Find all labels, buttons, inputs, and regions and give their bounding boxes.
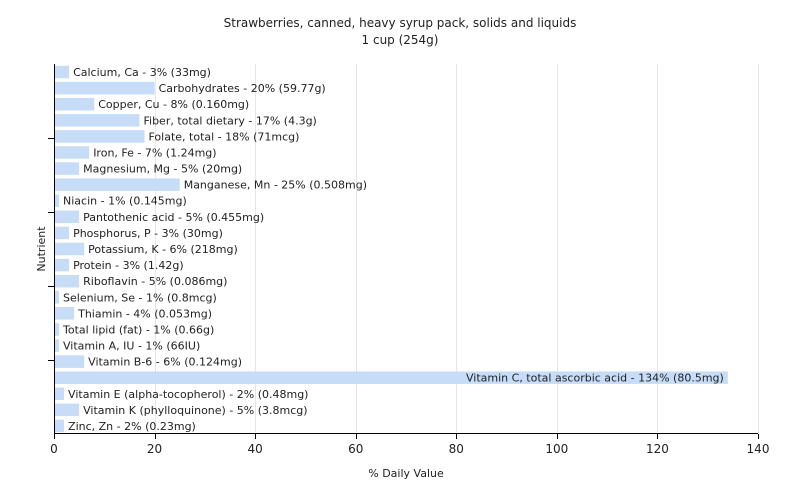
bar-label: Iron, Fe - 7% (1.24mg) bbox=[93, 146, 216, 159]
bar bbox=[55, 371, 728, 384]
bar bbox=[55, 226, 70, 240]
bar bbox=[55, 274, 80, 288]
bar-label: Total lipid (fat) - 1% (0.66g) bbox=[62, 323, 214, 336]
bar-label: Vitamin E (alpha-tocopherol) - 2% (0.48m… bbox=[68, 388, 308, 401]
bar bbox=[55, 355, 85, 368]
bar bbox=[55, 242, 85, 256]
x-tick-label: 80 bbox=[449, 442, 464, 456]
bar bbox=[55, 65, 70, 79]
x-tick-label: 120 bbox=[646, 442, 669, 456]
y-ticks bbox=[48, 138, 54, 361]
bar-label: Thiamin - 4% (0.053mg) bbox=[77, 307, 212, 320]
bar-label: Calcium, Ca - 3% (33mg) bbox=[73, 66, 211, 79]
bar bbox=[55, 130, 145, 143]
gridlines bbox=[155, 64, 759, 434]
bar bbox=[55, 114, 140, 127]
x-tick-label: 20 bbox=[147, 442, 162, 456]
bar-label: Vitamin C, total ascorbic acid - 134% (8… bbox=[466, 372, 724, 385]
bar bbox=[55, 387, 65, 401]
x-tick-label: 60 bbox=[348, 442, 363, 456]
bar-label: Vitamin K (phylloquinone) - 5% (3.8mcg) bbox=[83, 404, 307, 417]
bar bbox=[55, 210, 80, 224]
x-ticks: 0 20 40 60 80 100 120 140 bbox=[50, 434, 769, 456]
chart-subtitle: 1 cup (254g) bbox=[362, 33, 439, 47]
x-tick-label: 140 bbox=[747, 442, 770, 456]
bar-label: Riboflavin - 5% (0.086mg) bbox=[83, 275, 227, 288]
bar-label: Zinc, Zn - 2% (0.23mg) bbox=[68, 420, 196, 433]
bar bbox=[55, 307, 75, 320]
x-tick-label: 40 bbox=[248, 442, 263, 456]
bar bbox=[55, 323, 60, 336]
x-tick-label: 0 bbox=[50, 442, 58, 456]
bar-label: Selenium, Se - 1% (0.8mcg) bbox=[63, 291, 217, 304]
bar-label: Magnesium, Mg - 5% (20mg) bbox=[83, 163, 242, 176]
bar-label: Carbohydrates - 20% (59.77g) bbox=[159, 82, 326, 95]
bar bbox=[55, 97, 95, 111]
bar-label: Manganese, Mn - 25% (0.508mg) bbox=[184, 179, 367, 192]
bar bbox=[55, 339, 60, 352]
bar bbox=[55, 146, 90, 159]
bar-label: Potassium, K - 6% (218mg) bbox=[88, 243, 238, 256]
bar-label: Pantothenic acid - 5% (0.455mg) bbox=[83, 211, 264, 224]
bar-label: Folate, total - 18% (71mcg) bbox=[149, 130, 300, 143]
bar bbox=[55, 162, 80, 175]
bar-label: Protein - 3% (1.42g) bbox=[73, 259, 184, 272]
bar bbox=[55, 291, 60, 304]
bar-label: Vitamin A, IU - 1% (66IU) bbox=[63, 340, 200, 353]
bar-label: Copper, Cu - 8% (0.160mg) bbox=[98, 98, 249, 111]
bar bbox=[55, 419, 65, 433]
bars bbox=[55, 65, 728, 433]
bar-label: Vitamin B-6 - 6% (0.124mg) bbox=[88, 356, 242, 369]
bar-labels: Calcium, Ca - 3% (33mg) Carbohydrates - 2… bbox=[62, 66, 724, 433]
x-tick-label: 100 bbox=[545, 442, 568, 456]
bar bbox=[55, 81, 155, 95]
bar-label: Phosphorus, P - 3% (30mg) bbox=[73, 227, 223, 240]
bar bbox=[55, 178, 180, 191]
bar-label: Fiber, total dietary - 17% (4.3g) bbox=[143, 114, 316, 127]
bar bbox=[55, 403, 80, 417]
y-axis-title: Nutrient bbox=[35, 226, 48, 272]
bar bbox=[55, 194, 60, 207]
bar-label: Niacin - 1% (0.145mg) bbox=[63, 195, 187, 208]
chart-title: Strawberries, canned, heavy syrup pack, … bbox=[224, 16, 577, 30]
x-axis-title: % Daily Value bbox=[368, 467, 444, 480]
bar bbox=[55, 258, 70, 272]
